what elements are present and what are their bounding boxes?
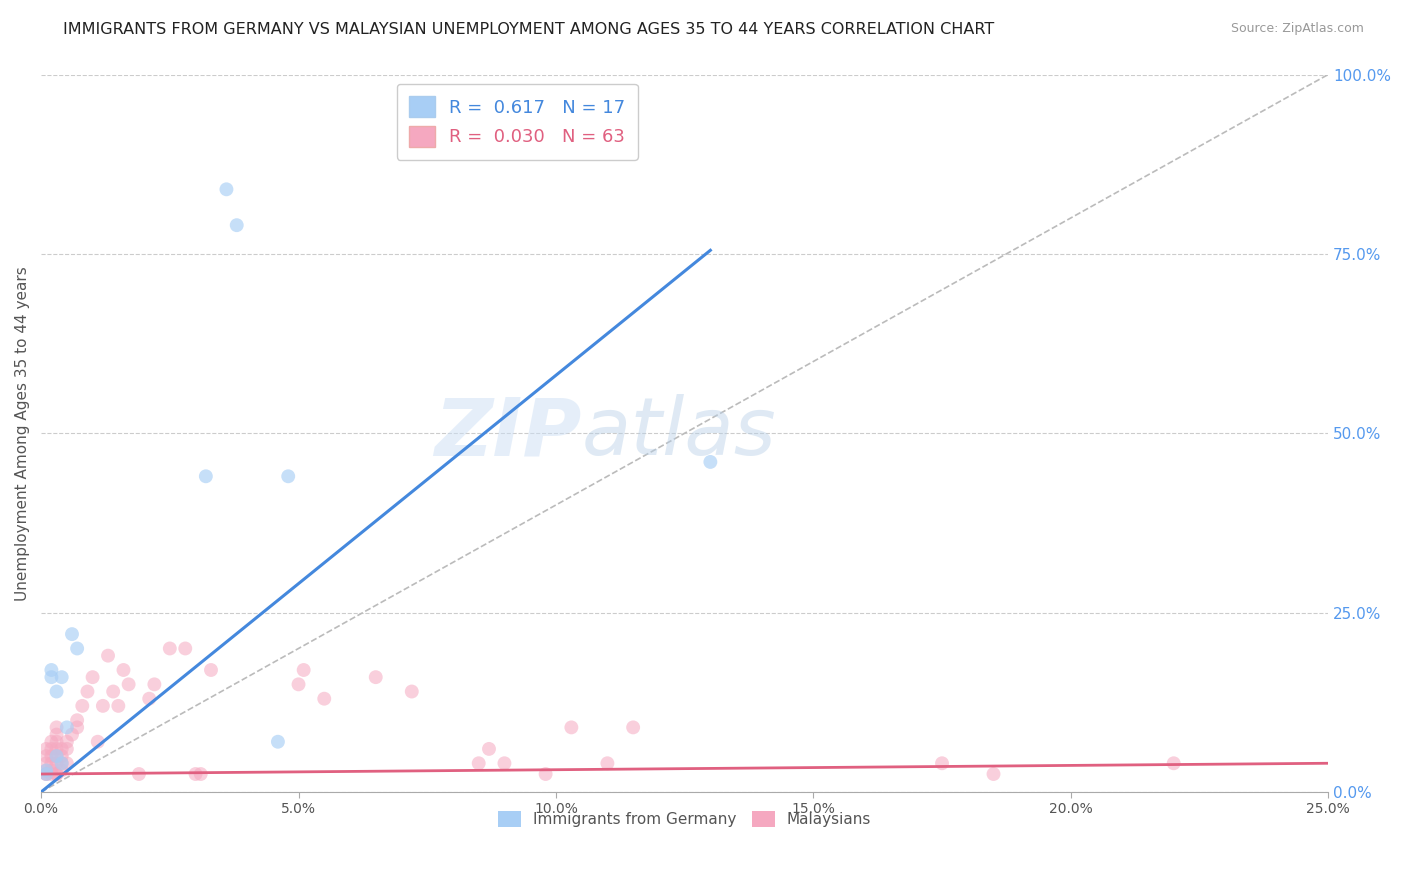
- Point: [45, 756, 67, 771]
- Point: [401, 684, 423, 698]
- Point: [596, 756, 619, 771]
- Point: [112, 663, 135, 677]
- Point: [41, 663, 63, 677]
- Point: [45, 749, 67, 764]
- Point: [699, 455, 721, 469]
- Point: [66, 641, 89, 656]
- Point: [35, 749, 58, 764]
- Point: [194, 469, 217, 483]
- Point: [51, 749, 73, 764]
- Point: [143, 677, 166, 691]
- Point: [45, 684, 67, 698]
- Point: [82, 670, 104, 684]
- Y-axis label: Unemployment Among Ages 35 to 44 years: Unemployment Among Ages 35 to 44 years: [15, 266, 30, 600]
- Point: [35, 767, 58, 781]
- Point: [560, 720, 582, 734]
- Point: [35, 767, 58, 781]
- Point: [72, 698, 94, 713]
- Point: [51, 764, 73, 778]
- Point: [621, 720, 644, 734]
- Point: [41, 735, 63, 749]
- Point: [200, 663, 222, 677]
- Text: atlas: atlas: [582, 394, 776, 472]
- Point: [35, 767, 58, 781]
- Point: [60, 627, 83, 641]
- Point: [45, 767, 67, 781]
- Text: IMMIGRANTS FROM GERMANY VS MALAYSIAN UNEMPLOYMENT AMONG AGES 35 TO 44 YEARS CORR: IMMIGRANTS FROM GERMANY VS MALAYSIAN UNE…: [63, 22, 994, 37]
- Point: [983, 767, 1005, 781]
- Point: [56, 742, 79, 756]
- Text: ZIP: ZIP: [434, 394, 582, 472]
- Point: [215, 182, 238, 196]
- Point: [138, 691, 160, 706]
- Point: [45, 767, 67, 781]
- Point: [56, 735, 79, 749]
- Point: [56, 720, 79, 734]
- Point: [41, 756, 63, 771]
- Point: [41, 670, 63, 684]
- Point: [56, 756, 79, 771]
- Point: [76, 684, 98, 698]
- Point: [87, 735, 110, 749]
- Point: [97, 648, 120, 663]
- Point: [45, 728, 67, 742]
- Point: [41, 764, 63, 778]
- Point: [277, 469, 299, 483]
- Point: [292, 663, 315, 677]
- Point: [267, 735, 290, 749]
- Point: [45, 742, 67, 756]
- Point: [51, 742, 73, 756]
- Point: [174, 641, 197, 656]
- Point: [225, 218, 247, 232]
- Point: [41, 767, 63, 781]
- Point: [51, 756, 73, 771]
- Point: [117, 677, 139, 691]
- Point: [66, 720, 89, 734]
- Point: [494, 756, 516, 771]
- Point: [45, 720, 67, 734]
- Point: [45, 749, 67, 764]
- Point: [35, 764, 58, 778]
- Point: [41, 742, 63, 756]
- Point: [51, 670, 73, 684]
- Point: [91, 698, 114, 713]
- Point: [314, 691, 336, 706]
- Point: [364, 670, 387, 684]
- Point: [41, 749, 63, 764]
- Point: [128, 767, 150, 781]
- Point: [1163, 756, 1185, 771]
- Legend: Immigrants from Germany, Malaysians: Immigrants from Germany, Malaysians: [491, 804, 879, 835]
- Point: [60, 728, 83, 742]
- Point: [190, 767, 212, 781]
- Point: [35, 742, 58, 756]
- Point: [159, 641, 181, 656]
- Point: [534, 767, 557, 781]
- Text: Source: ZipAtlas.com: Source: ZipAtlas.com: [1230, 22, 1364, 36]
- Point: [35, 756, 58, 771]
- Point: [35, 764, 58, 778]
- Point: [107, 698, 129, 713]
- Point: [103, 684, 125, 698]
- Point: [467, 756, 489, 771]
- Point: [184, 767, 207, 781]
- Point: [45, 735, 67, 749]
- Point: [478, 742, 501, 756]
- Point: [931, 756, 953, 771]
- Point: [66, 713, 89, 727]
- Point: [51, 756, 73, 771]
- Point: [287, 677, 309, 691]
